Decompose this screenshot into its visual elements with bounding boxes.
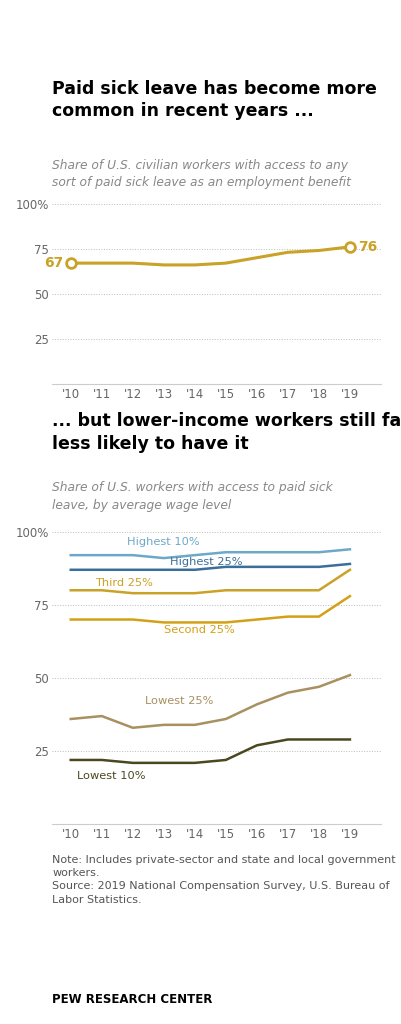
Text: 76: 76 [358, 240, 377, 254]
Text: Lowest 10%: Lowest 10% [77, 771, 145, 781]
Text: Highest 10%: Highest 10% [128, 537, 200, 547]
Text: Second 25%: Second 25% [164, 625, 235, 635]
Text: Highest 25%: Highest 25% [170, 557, 243, 567]
Text: 67: 67 [44, 256, 63, 270]
Text: Share of U.S. workers with access to paid sick
leave, by average wage level: Share of U.S. workers with access to pai… [52, 481, 333, 512]
Text: Paid sick leave has become more
common in recent years ...: Paid sick leave has become more common i… [52, 80, 377, 120]
Text: Lowest 25%: Lowest 25% [145, 696, 213, 707]
Text: PEW RESEARCH CENTER: PEW RESEARCH CENTER [52, 992, 213, 1006]
Text: Note: Includes private-sector and state and local government
workers.
Source: 20: Note: Includes private-sector and state … [52, 855, 396, 904]
Text: Share of U.S. civilian workers with access to any
sort of paid sick leave as an : Share of U.S. civilian workers with acce… [52, 159, 351, 189]
Text: Third 25%: Third 25% [95, 578, 154, 588]
Text: ... but lower-income workers still far
less likely to have it: ... but lower-income workers still far l… [52, 413, 401, 453]
